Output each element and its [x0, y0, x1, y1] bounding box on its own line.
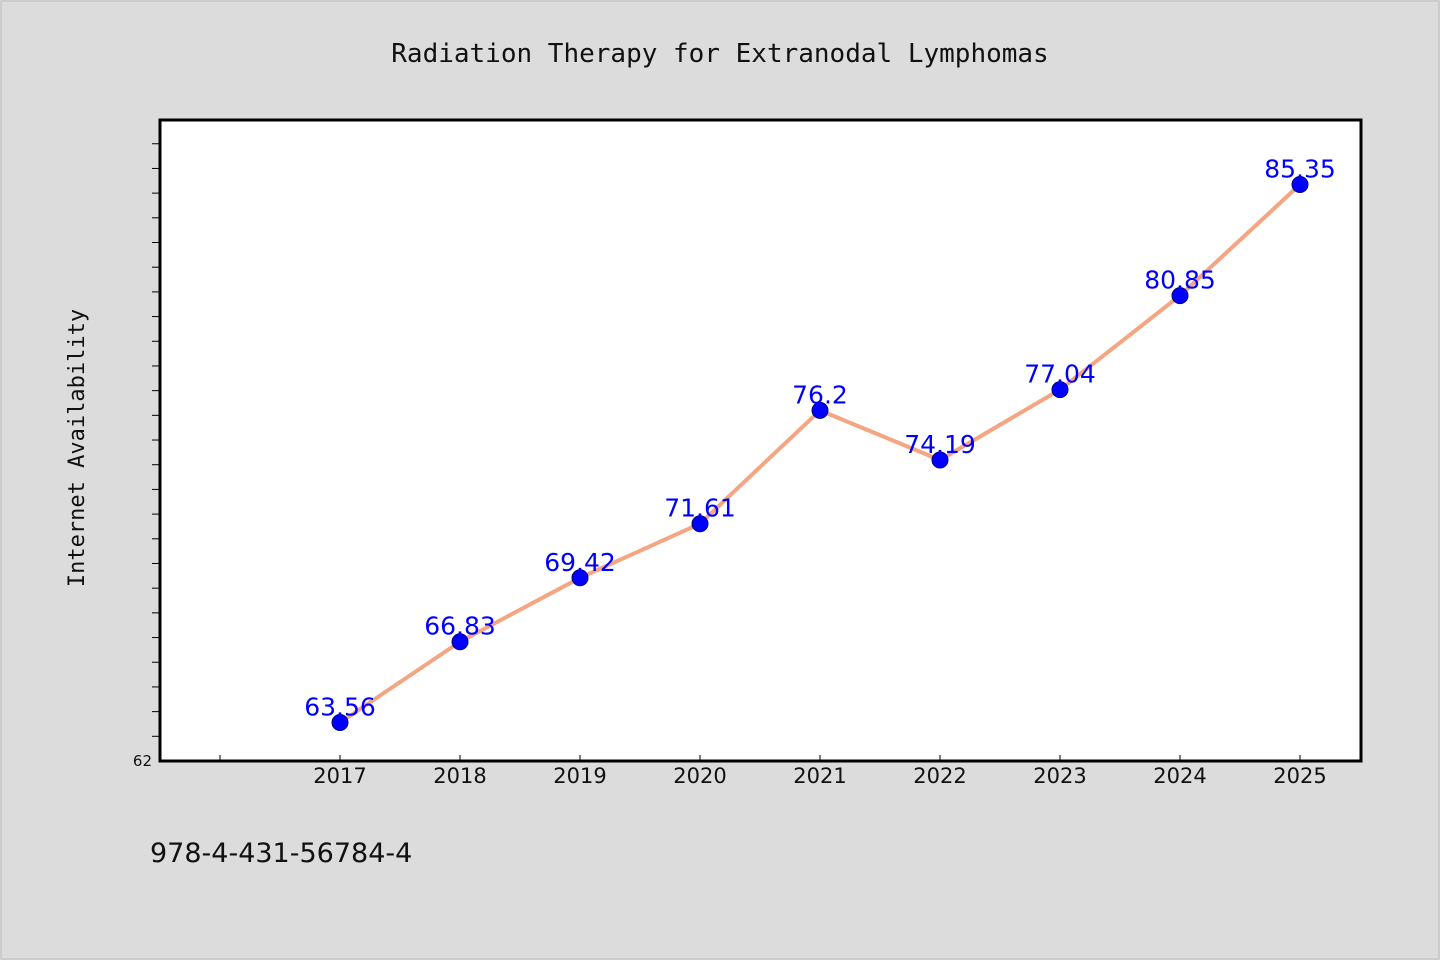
y-axis-ticks — [152, 143, 159, 737]
data-point-marker — [1051, 381, 1069, 399]
x-tick-label: 2025 — [1273, 764, 1326, 788]
data-point-label: 77.04 — [1024, 360, 1096, 389]
data-point-marker — [571, 569, 589, 587]
y-axis-label: Internet Availability — [65, 309, 90, 587]
data-point-label: 63.56 — [304, 692, 376, 721]
data-point-marker — [691, 515, 709, 533]
data-point-label: 74.19 — [904, 430, 976, 459]
data-point-marker — [811, 401, 829, 419]
plot-area — [160, 120, 1361, 761]
plot-frame — [158, 118, 1363, 763]
chart-title: Radiation Therapy for Extranodal Lymphom… — [391, 39, 1048, 69]
y-tick-label: 62 — [133, 752, 152, 770]
x-tick-label: 2018 — [433, 764, 486, 788]
data-point-label: 85.35 — [1264, 154, 1336, 183]
data-point-label: 80.85 — [1144, 266, 1216, 295]
data-point-marker — [331, 713, 349, 731]
footer-identifier: 978-4-431-56784-4 — [150, 838, 412, 869]
data-point-marker — [451, 633, 469, 651]
series-markers — [331, 175, 1309, 731]
data-point-marker — [1291, 175, 1309, 193]
x-tick-label: 2020 — [673, 764, 726, 788]
data-point-marker — [931, 451, 949, 469]
data-point-label: 69.42 — [544, 548, 616, 577]
data-point-label: 71.61 — [664, 494, 736, 523]
x-axis-tick-labels: 2017 2018 2019 2020 2021 2022 2023 2024 2025 — [313, 764, 1326, 788]
x-tick-label: 2023 — [1033, 764, 1086, 788]
data-point-marker — [1171, 287, 1189, 305]
x-tick-label: 2024 — [1153, 764, 1206, 788]
data-point-label: 66.83 — [424, 612, 496, 641]
y-axis-tick-labels: 62 — [133, 752, 152, 770]
x-tick-label: 2017 — [313, 764, 366, 788]
data-labels: 63.56 66.83 69.42 71.61 76.2 74.19 77.04 80.85 8… — [304, 154, 1336, 721]
x-tick-label: 2019 — [553, 764, 606, 788]
x-tick-label: 2022 — [913, 764, 966, 788]
x-tick-label: 2021 — [793, 764, 846, 788]
data-point-label: 76.2 — [792, 380, 848, 409]
